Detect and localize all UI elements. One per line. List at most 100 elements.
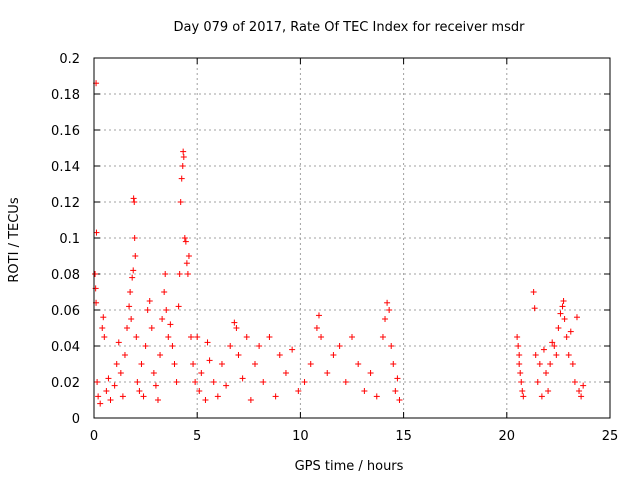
data-point	[276, 352, 283, 358]
data-point	[301, 379, 308, 385]
data-point	[231, 319, 238, 326]
data-point	[130, 267, 137, 274]
data-point	[324, 370, 331, 376]
data-point	[530, 289, 537, 295]
data-point	[94, 379, 101, 385]
data-point	[367, 370, 374, 376]
data-point	[373, 393, 380, 400]
data-point	[534, 379, 541, 385]
data-point	[384, 299, 391, 306]
plot-frame	[93, 57, 611, 419]
data-point	[361, 388, 368, 394]
data-point	[516, 352, 523, 358]
y-tick-label: 0.04	[51, 340, 80, 355]
data-point	[578, 393, 585, 400]
data-point	[180, 148, 187, 155]
data-point	[557, 310, 564, 317]
y-tick-label: 0.16	[51, 124, 80, 139]
data-point	[134, 379, 141, 385]
data-point	[181, 235, 188, 241]
data-point	[105, 375, 112, 382]
x-tick-label: 0	[90, 429, 98, 444]
data-point	[121, 352, 128, 358]
data-point	[392, 388, 399, 394]
data-point	[289, 346, 296, 353]
data-point	[576, 388, 583, 394]
data-point	[131, 235, 138, 241]
data-point	[235, 352, 242, 358]
data-point	[282, 370, 289, 376]
data-point	[119, 393, 126, 400]
data-point	[517, 370, 524, 376]
data-point	[227, 343, 234, 349]
x-tick-label: 25	[602, 429, 619, 444]
data-point	[204, 339, 211, 346]
data-point	[386, 307, 393, 313]
data-point	[185, 253, 192, 259]
data-point	[563, 334, 570, 340]
data-point	[239, 375, 246, 382]
data-point	[307, 361, 314, 367]
data-point	[516, 361, 523, 367]
data-point	[175, 303, 182, 310]
data-point	[196, 388, 203, 394]
data-point	[154, 397, 161, 403]
data-point	[138, 361, 145, 367]
data-point	[92, 271, 99, 277]
x-tick-label: 10	[292, 429, 309, 444]
data-point	[515, 343, 522, 349]
data-point	[390, 361, 397, 367]
y-axis-label: ROTI / TECUs	[7, 197, 22, 282]
data-point	[379, 334, 386, 340]
data-point	[159, 316, 166, 322]
data-point	[133, 334, 140, 340]
data-point	[101, 334, 108, 340]
data-point	[128, 316, 135, 322]
data-point	[179, 163, 186, 169]
y-tick-label: 0.18	[51, 88, 80, 103]
data-point	[569, 361, 576, 367]
data-point	[536, 361, 543, 367]
data-point	[146, 298, 153, 304]
data-point	[150, 370, 157, 376]
data-point	[532, 352, 539, 358]
data-point	[545, 388, 552, 394]
data-point	[567, 328, 574, 335]
data-point	[198, 370, 205, 376]
data-point	[543, 370, 550, 376]
x-axis-label: GPS time / hours	[295, 459, 404, 474]
data-point	[171, 361, 178, 367]
data-point	[243, 334, 250, 340]
data-point	[140, 393, 147, 400]
data-point	[547, 361, 554, 367]
data-point	[553, 352, 560, 358]
y-tick-label: 0.14	[51, 160, 80, 175]
data-point	[130, 195, 137, 202]
x-tick-label: 15	[395, 429, 412, 444]
data-point	[95, 393, 102, 400]
data-point	[520, 393, 527, 400]
data-point	[167, 321, 174, 328]
data-point	[394, 375, 401, 382]
data-point	[565, 352, 572, 358]
data-point	[115, 339, 122, 346]
data-point	[561, 316, 568, 322]
data-point	[218, 361, 225, 367]
data-point	[580, 382, 587, 389]
data-point	[182, 238, 189, 245]
data-point	[180, 154, 187, 160]
data-point	[188, 334, 195, 340]
data-point	[157, 352, 164, 358]
data-point	[560, 298, 567, 304]
data-point	[142, 343, 149, 349]
data-point	[355, 361, 362, 367]
data-point	[194, 334, 201, 340]
axis-ticks	[93, 57, 611, 419]
y-tick-label: 0.1	[59, 232, 80, 247]
y-tick-label: 0.2	[59, 52, 80, 67]
data-point	[349, 334, 355, 340]
data-point	[295, 388, 302, 394]
y-tick-label: 0.08	[51, 268, 80, 283]
data-point	[129, 274, 136, 281]
data-point	[330, 352, 337, 358]
